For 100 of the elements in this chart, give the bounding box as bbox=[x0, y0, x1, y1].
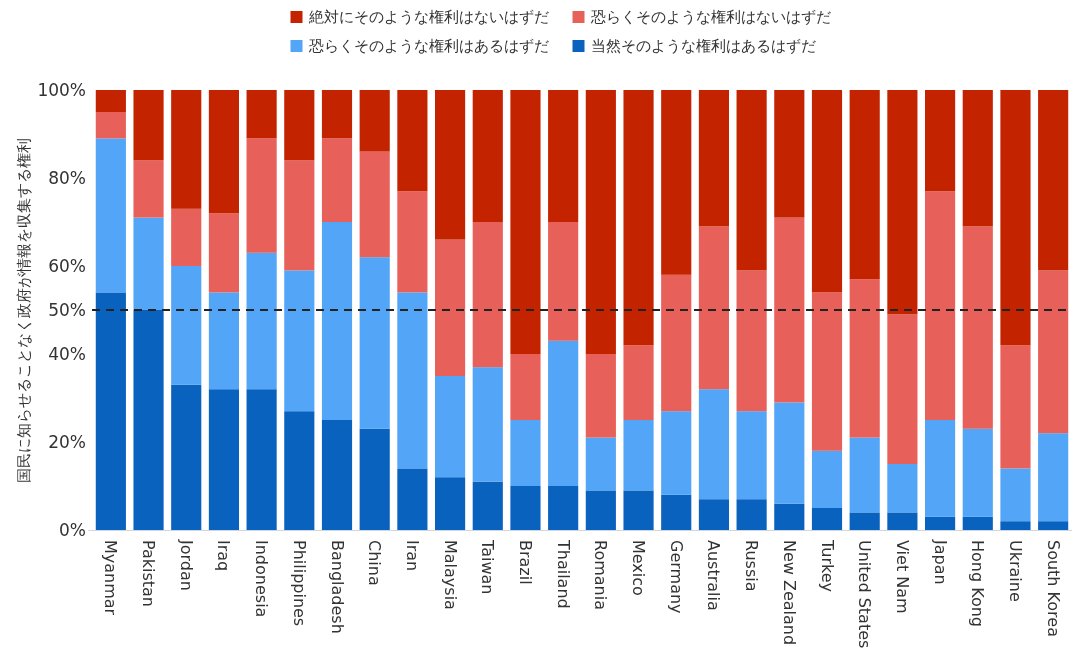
bar bbox=[397, 191, 428, 293]
bar bbox=[246, 252, 277, 390]
bar bbox=[472, 367, 503, 482]
bar bbox=[435, 90, 466, 240]
bar bbox=[95, 112, 126, 139]
y-tick-label: 50% bbox=[48, 300, 86, 320]
bar bbox=[1038, 270, 1069, 434]
bar bbox=[887, 464, 918, 513]
x-tick-label: Brazil bbox=[515, 540, 535, 585]
bar bbox=[1038, 90, 1069, 271]
bar bbox=[397, 468, 428, 530]
bar bbox=[585, 490, 616, 530]
bar bbox=[585, 437, 616, 491]
bar bbox=[359, 90, 390, 152]
bar bbox=[1000, 521, 1031, 530]
legend-label: 絶対にそのような権利はないはずだ bbox=[307, 8, 549, 26]
bar bbox=[246, 138, 277, 253]
bar bbox=[736, 90, 767, 271]
bar bbox=[472, 90, 503, 222]
x-tick-label: Romania bbox=[591, 540, 611, 610]
bar bbox=[397, 90, 428, 192]
x-tick-label: Russia bbox=[742, 540, 762, 592]
bar bbox=[698, 226, 729, 390]
bar bbox=[397, 292, 428, 469]
y-tick-label: 80% bbox=[48, 168, 86, 188]
bar bbox=[925, 516, 956, 530]
bar bbox=[811, 508, 843, 530]
x-tick-label: Jordan bbox=[176, 539, 196, 591]
y-tick-label: 100% bbox=[37, 80, 86, 100]
bar bbox=[359, 151, 390, 258]
bar bbox=[208, 213, 239, 293]
bar bbox=[698, 389, 729, 500]
bar bbox=[887, 314, 918, 464]
bar bbox=[171, 384, 202, 530]
bar bbox=[321, 420, 353, 530]
x-tick-label: Germany bbox=[666, 540, 686, 614]
x-tick-label: Philippines bbox=[289, 540, 309, 627]
bar bbox=[435, 239, 466, 376]
legend-label: 当然そのような権利はあるはずだ bbox=[590, 37, 816, 55]
bar bbox=[887, 90, 918, 315]
x-tick-label: Australia bbox=[704, 540, 724, 611]
x-tick-label: Bangladesh bbox=[327, 540, 347, 634]
bar bbox=[284, 270, 315, 412]
x-tick-label: Viet Nam bbox=[892, 540, 912, 614]
bar bbox=[661, 274, 692, 412]
bar bbox=[208, 90, 239, 214]
x-tick-label: Hong Kong bbox=[968, 540, 988, 627]
bar bbox=[811, 90, 843, 293]
bar bbox=[661, 411, 692, 495]
bar bbox=[1000, 345, 1031, 469]
bar bbox=[849, 279, 880, 438]
bar bbox=[359, 428, 390, 530]
bar bbox=[925, 191, 956, 420]
x-tick-label: Iraq bbox=[214, 540, 234, 572]
bar bbox=[661, 90, 692, 275]
bar bbox=[623, 90, 654, 346]
bar bbox=[510, 354, 541, 420]
bar bbox=[623, 345, 654, 420]
bar bbox=[246, 90, 277, 139]
bar bbox=[811, 292, 843, 451]
bar bbox=[95, 90, 126, 112]
y-tick-label: 40% bbox=[48, 344, 86, 364]
bar bbox=[133, 90, 164, 161]
x-tick-label: United States bbox=[855, 540, 875, 649]
bar bbox=[962, 516, 993, 530]
bar bbox=[698, 499, 729, 530]
bar bbox=[133, 160, 164, 218]
x-tick-label: New Zealand bbox=[779, 540, 799, 646]
bar bbox=[284, 160, 315, 271]
x-tick-label: Japan bbox=[930, 539, 950, 585]
bar bbox=[284, 90, 315, 161]
x-tick-label: Thailand bbox=[553, 539, 573, 609]
bar bbox=[849, 512, 880, 530]
bar bbox=[133, 310, 164, 530]
bar bbox=[698, 90, 729, 227]
bar bbox=[321, 138, 353, 222]
bar bbox=[925, 90, 956, 192]
bar bbox=[435, 477, 466, 530]
bar bbox=[548, 222, 579, 341]
bar bbox=[284, 411, 315, 530]
bar bbox=[887, 512, 918, 530]
x-tick-label: China bbox=[365, 540, 385, 586]
bar bbox=[510, 486, 541, 530]
bar bbox=[246, 389, 277, 530]
bar bbox=[661, 494, 692, 530]
x-tick-label: Taiwan bbox=[478, 539, 498, 595]
x-tick-label: Iran bbox=[402, 540, 422, 572]
legend-label: 恐らくそのような権利はないはずだ bbox=[589, 8, 831, 26]
bar bbox=[774, 217, 805, 403]
bar bbox=[548, 90, 579, 222]
bar bbox=[736, 499, 767, 530]
y-tick-label: 20% bbox=[48, 432, 86, 452]
bar bbox=[171, 90, 202, 209]
bar bbox=[1000, 468, 1031, 522]
bar bbox=[925, 420, 956, 517]
bar bbox=[208, 389, 239, 530]
bar bbox=[962, 90, 993, 227]
bar bbox=[208, 292, 239, 390]
x-tick-label: Ukraine bbox=[1005, 540, 1025, 602]
x-tick-label: Malaysia bbox=[440, 540, 460, 610]
